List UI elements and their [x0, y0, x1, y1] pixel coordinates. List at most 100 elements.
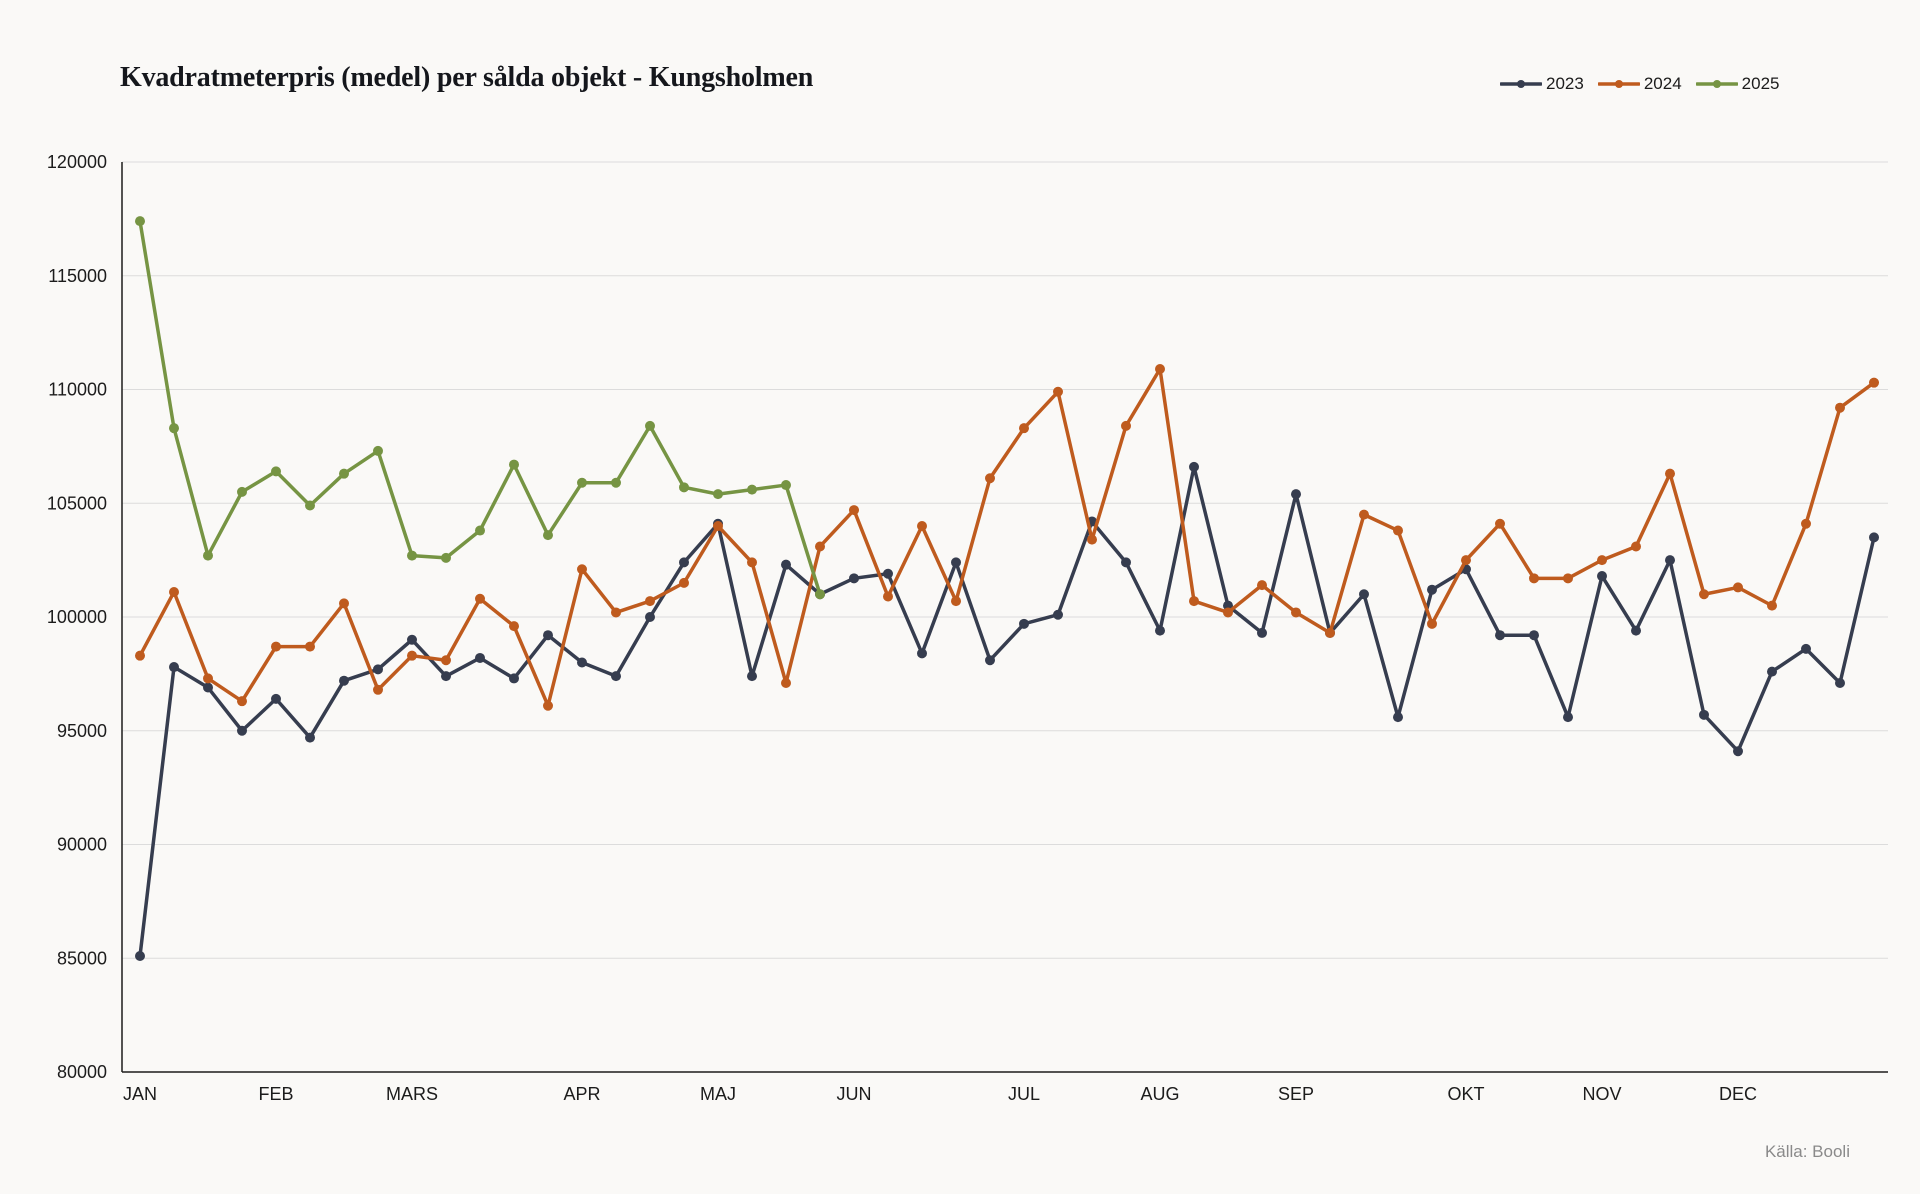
- data-point-2024: [747, 557, 757, 568]
- legend-swatch: [1500, 80, 1542, 88]
- data-point-2023: [1257, 627, 1267, 638]
- data-point-2024: [1393, 525, 1403, 536]
- data-point-2023: [1869, 532, 1879, 543]
- data-point-2024: [1019, 423, 1029, 434]
- data-point-2024: [1801, 518, 1811, 529]
- data-point-2024: [441, 655, 451, 666]
- data-point-2023: [679, 557, 689, 568]
- data-point-2023: [951, 557, 961, 568]
- data-point-2023: [1597, 571, 1607, 582]
- data-point-2023: [305, 732, 315, 743]
- data-point-2023: [1189, 461, 1199, 472]
- data-point-2023: [135, 950, 145, 961]
- data-point-2024: [1563, 573, 1573, 584]
- data-point-2023: [917, 648, 927, 659]
- data-point-2025: [713, 489, 723, 500]
- data-point-2024: [1427, 618, 1437, 629]
- data-point-2023: [407, 634, 417, 645]
- series-line-2023: [138, 465, 1876, 958]
- data-point-2025: [305, 500, 315, 511]
- data-point-2023: [985, 655, 995, 666]
- data-point-2025: [611, 477, 621, 488]
- data-point-2024: [611, 607, 621, 618]
- data-point-2023: [1529, 630, 1539, 641]
- data-point-2025: [237, 486, 247, 497]
- legend-item-2024[interactable]: 2024: [1597, 74, 1682, 94]
- x-tick-label: JAN: [123, 1084, 157, 1104]
- x-tick-label: JUL: [1008, 1084, 1040, 1104]
- data-point-2024: [849, 505, 859, 516]
- y-tick-label: 120000: [47, 152, 107, 172]
- data-point-2024: [305, 641, 315, 652]
- data-point-2023: [373, 664, 383, 675]
- data-point-2024: [1053, 386, 1063, 397]
- data-point-2024: [1325, 627, 1335, 638]
- legend-item-2023[interactable]: 2023: [1500, 74, 1584, 94]
- data-point-2024: [815, 541, 825, 552]
- chart-title: Kvadratmeterpris (medel) per sålda objek…: [120, 62, 814, 93]
- data-point-2025: [577, 477, 587, 488]
- data-point-2024: [135, 650, 145, 661]
- data-point-2023: [781, 559, 791, 570]
- data-point-2023: [1631, 625, 1641, 636]
- data-point-2023: [1121, 557, 1131, 568]
- data-point-2023: [169, 662, 179, 673]
- y-tick-label: 95000: [57, 721, 107, 741]
- data-point-2023: [1155, 625, 1165, 636]
- x-tick-label: APR: [563, 1084, 600, 1104]
- data-point-2023: [1665, 555, 1675, 566]
- data-point-2024: [339, 598, 349, 609]
- data-point-2023: [645, 612, 655, 622]
- data-point-2023: [237, 725, 247, 736]
- data-point-2023: [1359, 589, 1369, 600]
- data-point-2024: [169, 586, 179, 597]
- data-point-2023: [543, 630, 553, 641]
- x-tick-label: JUN: [837, 1084, 872, 1104]
- data-point-2024: [781, 677, 791, 688]
- data-point-2025: [781, 480, 791, 491]
- data-point-2024: [475, 593, 485, 604]
- x-tick-label: MAJ: [700, 1084, 736, 1104]
- data-point-2023: [1835, 677, 1845, 688]
- source-note: Källa: Booli: [1764, 1142, 1850, 1161]
- legend-item-2025[interactable]: 2025: [1695, 74, 1780, 94]
- data-point-2024: [1461, 555, 1471, 566]
- data-point-2024: [1087, 534, 1097, 545]
- y-tick-label: 85000: [57, 948, 107, 968]
- data-point-2024: [1495, 518, 1505, 529]
- data-point-2024: [713, 521, 723, 531]
- data-point-2025: [441, 552, 451, 563]
- data-point-2024: [1835, 402, 1845, 413]
- data-point-2023: [339, 675, 349, 686]
- data-point-2024: [645, 596, 655, 607]
- x-tick-label: SEP: [1278, 1084, 1314, 1104]
- data-point-2023: [577, 657, 587, 668]
- y-tick-label: 115000: [48, 266, 107, 286]
- x-tick-label: FEB: [258, 1084, 293, 1104]
- data-point-2025: [645, 420, 655, 431]
- data-point-2024: [577, 564, 587, 575]
- data-point-2023: [1019, 618, 1029, 629]
- legend-label: 2023: [1546, 74, 1584, 93]
- legend-swatch: [1597, 80, 1640, 88]
- x-tick-label: MARS: [386, 1084, 438, 1104]
- data-point-2023: [1801, 643, 1811, 654]
- data-point-2024: [1257, 580, 1267, 591]
- data-point-2024: [237, 696, 247, 707]
- y-tick-label: 90000: [57, 835, 107, 855]
- y-tick-label: 110000: [48, 380, 107, 400]
- data-point-2025: [135, 216, 145, 227]
- data-point-2023: [1291, 489, 1301, 500]
- data-point-2023: [1563, 712, 1573, 723]
- data-point-2024: [1223, 607, 1233, 618]
- data-point-2023: [271, 693, 281, 704]
- data-point-2023: [1767, 666, 1777, 677]
- data-point-2024: [1733, 582, 1743, 593]
- data-point-2023: [1393, 712, 1403, 723]
- legend-label: 2025: [1741, 74, 1780, 93]
- data-point-2023: [849, 573, 859, 584]
- data-point-2025: [169, 423, 179, 434]
- data-point-2025: [203, 550, 213, 561]
- data-point-2024: [1597, 555, 1607, 566]
